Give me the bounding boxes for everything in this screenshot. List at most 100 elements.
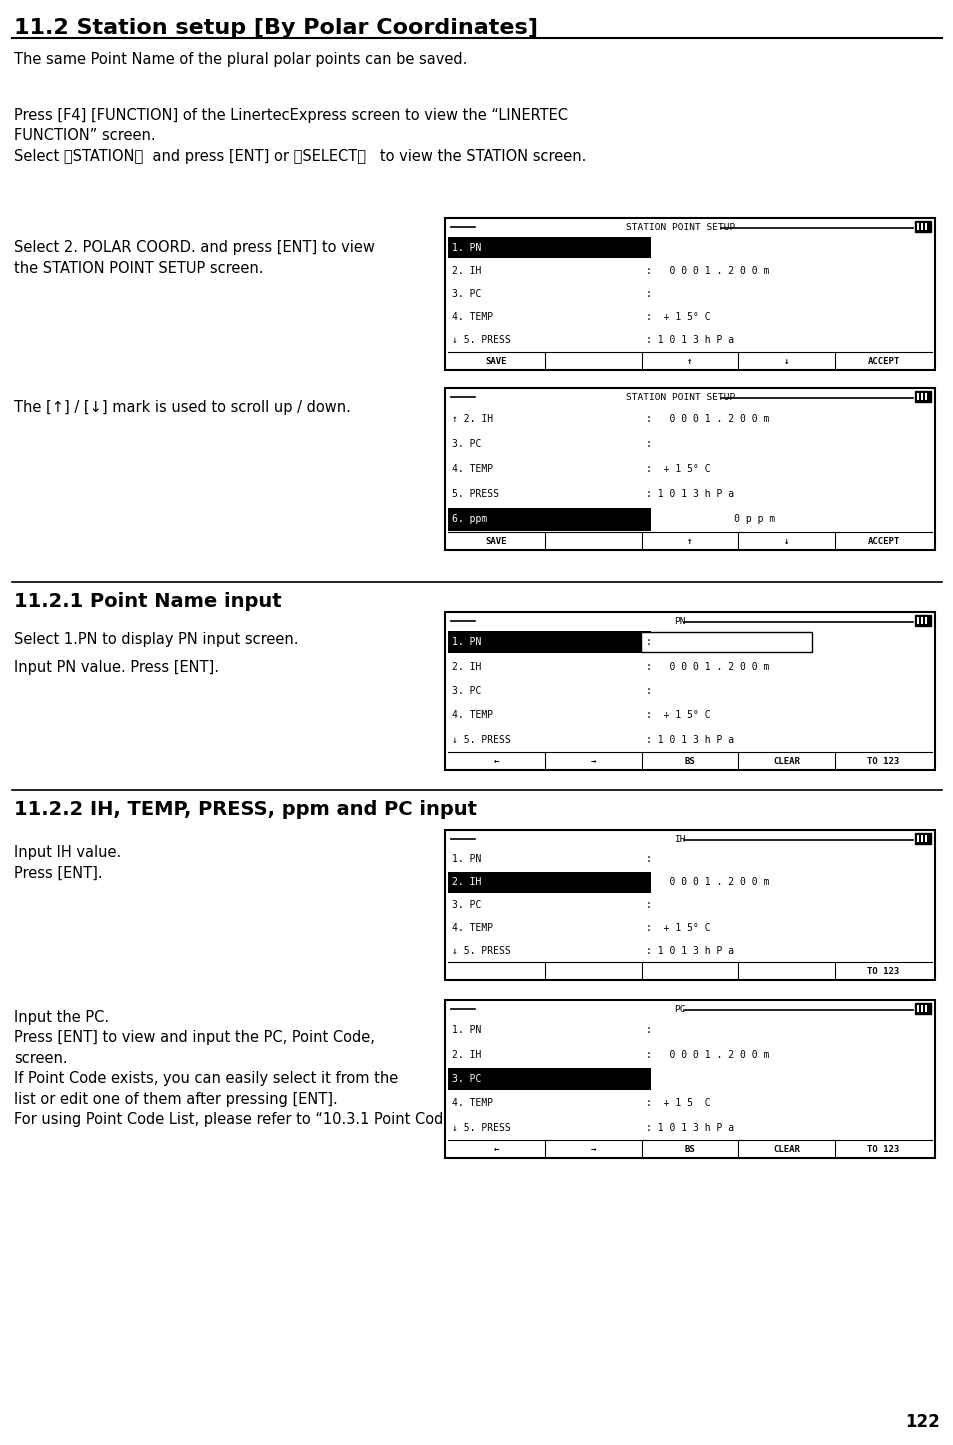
Text: 11.2 Station setup [By Polar Coordinates]: 11.2 Station setup [By Polar Coordinates… <box>14 17 537 38</box>
Text: TO 123: TO 123 <box>866 757 899 766</box>
Polygon shape <box>916 223 918 230</box>
Polygon shape <box>914 392 930 402</box>
Text: Input IH value.
Press [ENT].: Input IH value. Press [ENT]. <box>14 845 121 881</box>
Text: 4. TEMP: 4. TEMP <box>452 711 493 721</box>
Polygon shape <box>924 1006 926 1011</box>
Text: :   0 0 0 1 . 2 0 0 m: : 0 0 0 1 . 2 0 0 m <box>645 662 768 672</box>
Polygon shape <box>444 1000 934 1157</box>
Text: :   0 0 0 1 . 2 0 0 m: : 0 0 0 1 . 2 0 0 m <box>645 413 768 423</box>
Polygon shape <box>914 221 930 233</box>
Text: :: : <box>645 243 651 253</box>
Text: 1. PN: 1. PN <box>452 637 481 647</box>
Text: ↓: ↓ <box>783 357 789 366</box>
Text: :: : <box>645 289 651 299</box>
Text: 1. PN: 1. PN <box>452 1025 481 1035</box>
Text: STATION POINT SETUP: STATION POINT SETUP <box>625 393 734 402</box>
Text: :   0 0 0 1 . 2 0 0 m: : 0 0 0 1 . 2 0 0 m <box>645 877 768 887</box>
Text: 2. IH: 2. IH <box>452 1049 481 1059</box>
Text: PC: PC <box>674 1006 685 1014</box>
Text: ←: ← <box>494 1144 498 1153</box>
Text: ↑ 2. IH: ↑ 2. IH <box>452 413 493 423</box>
Text: 3. PC: 3. PC <box>452 686 481 696</box>
Text: :: : <box>645 900 651 910</box>
Polygon shape <box>920 223 923 230</box>
Text: ×              0 p p m: × 0 p p m <box>645 514 775 525</box>
Polygon shape <box>448 871 650 893</box>
Text: Select 2. POLAR COORD. and press [ENT] to view
the STATION POINT SETUP screen.: Select 2. POLAR COORD. and press [ENT] t… <box>14 240 375 276</box>
Text: SAVE: SAVE <box>485 536 507 546</box>
Polygon shape <box>920 617 923 624</box>
Text: 4. TEMP: 4. TEMP <box>452 312 493 322</box>
Polygon shape <box>448 237 650 259</box>
Text: STATION POINT SETUP: STATION POINT SETUP <box>625 224 734 233</box>
Text: :   0 0 0 1 . 2 0 0 m: : 0 0 0 1 . 2 0 0 m <box>645 266 768 276</box>
Text: ←: ← <box>494 757 498 766</box>
Text: :: : <box>645 1025 651 1035</box>
Text: TO 123: TO 123 <box>866 967 899 975</box>
Text: PN: PN <box>674 617 685 626</box>
Text: 2. IH: 2. IH <box>452 662 481 672</box>
Polygon shape <box>444 389 934 551</box>
Text: Press [F4] [FUNCTION] of the LinertecExpress screen to view the “LINERTEC
FUNCTI: Press [F4] [FUNCTION] of the LinertecExp… <box>14 108 586 163</box>
Text: TO 123: TO 123 <box>866 1144 899 1153</box>
Polygon shape <box>914 832 930 844</box>
Text: 4. TEMP: 4. TEMP <box>452 923 493 933</box>
Text: :: : <box>645 854 651 864</box>
Text: Input the PC.
Press [ENT] to view and input the PC, Point Code,
screen.
If Point: Input the PC. Press [ENT] to view and in… <box>14 1010 464 1127</box>
Text: 4. TEMP: 4. TEMP <box>452 464 493 474</box>
Text: CLEAR: CLEAR <box>773 757 800 766</box>
Polygon shape <box>920 835 923 842</box>
Polygon shape <box>914 1003 930 1014</box>
Text: 122: 122 <box>904 1413 939 1431</box>
Text: :  + 1 5  C: : + 1 5 C <box>645 1098 710 1108</box>
Polygon shape <box>448 1068 650 1090</box>
Polygon shape <box>444 829 934 980</box>
Polygon shape <box>444 218 934 370</box>
Text: →: → <box>590 1144 596 1153</box>
Text: →: → <box>590 757 596 766</box>
Text: 6. ppm: 6. ppm <box>452 514 487 525</box>
Text: :  + 1 5° C: : + 1 5° C <box>645 312 710 322</box>
Polygon shape <box>924 617 926 624</box>
Text: : 1 0 1 3 h P a: : 1 0 1 3 h P a <box>645 945 733 955</box>
Text: 2. IH: 2. IH <box>452 877 481 887</box>
Text: : 1 0 1 3 h P a: : 1 0 1 3 h P a <box>645 335 733 345</box>
Polygon shape <box>916 617 918 624</box>
Text: Select 1.PN to display PN input screen.: Select 1.PN to display PN input screen. <box>14 631 298 647</box>
Polygon shape <box>916 393 918 400</box>
Text: Input PN value. Press [ENT].: Input PN value. Press [ENT]. <box>14 660 219 675</box>
Text: ↓ 5. PRESS: ↓ 5. PRESS <box>452 945 510 955</box>
Text: :  + 1 5° C: : + 1 5° C <box>645 464 710 474</box>
Text: CLEAR: CLEAR <box>773 1144 800 1153</box>
Text: ↓ 5. PRESS: ↓ 5. PRESS <box>452 736 510 744</box>
Polygon shape <box>916 835 918 842</box>
Text: 2. IH: 2. IH <box>452 266 481 276</box>
Text: ↓ 5. PRESS: ↓ 5. PRESS <box>452 335 510 345</box>
Polygon shape <box>448 631 650 653</box>
Text: : 1 0 1 3 h P a: : 1 0 1 3 h P a <box>645 490 733 499</box>
Text: :  + 1 5° C: : + 1 5° C <box>645 711 710 721</box>
Text: 3. PC: 3. PC <box>452 439 481 449</box>
Polygon shape <box>444 613 934 770</box>
Text: : 1 0 1 3 h P a: : 1 0 1 3 h P a <box>645 1123 733 1133</box>
Text: 4. TEMP: 4. TEMP <box>452 1098 493 1108</box>
Text: :: : <box>645 1074 651 1084</box>
Polygon shape <box>924 223 926 230</box>
Text: 11.2.1 Point Name input: 11.2.1 Point Name input <box>14 592 281 611</box>
Text: IH: IH <box>674 835 685 844</box>
Text: ↓: ↓ <box>783 536 789 546</box>
Text: 3. PC: 3. PC <box>452 1074 481 1084</box>
Polygon shape <box>920 393 923 400</box>
Text: 3. PC: 3. PC <box>452 900 481 910</box>
Text: BS: BS <box>684 1144 695 1153</box>
Text: :: : <box>645 686 651 696</box>
Text: :  + 1 5° C: : + 1 5° C <box>645 923 710 933</box>
Text: 5. PRESS: 5. PRESS <box>452 490 498 499</box>
Text: 1. PN: 1. PN <box>452 854 481 864</box>
Polygon shape <box>916 1006 918 1011</box>
Polygon shape <box>640 631 812 652</box>
Polygon shape <box>924 393 926 400</box>
Text: The same Point Name of the plural polar points can be saved.: The same Point Name of the plural polar … <box>14 52 467 66</box>
Polygon shape <box>924 835 926 842</box>
Text: 3. PC: 3. PC <box>452 289 481 299</box>
